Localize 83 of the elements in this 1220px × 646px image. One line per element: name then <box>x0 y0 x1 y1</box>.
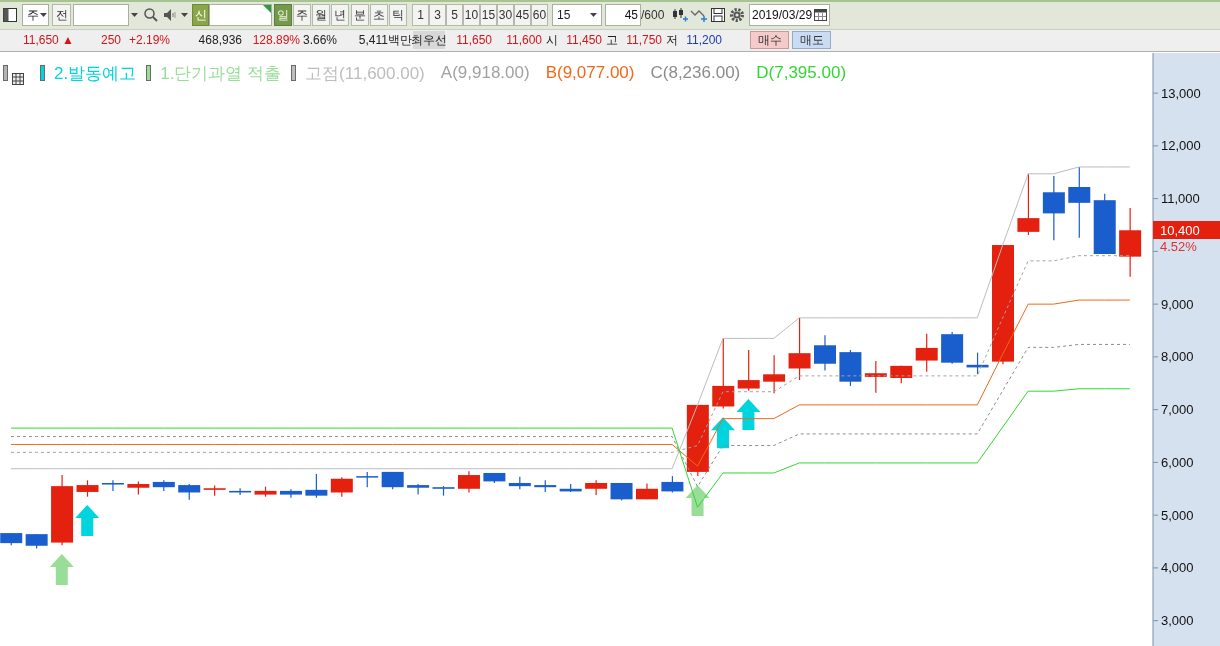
point <box>736 398 761 430</box>
text: 15 <box>481 8 496 22</box>
y-tick-label: 13,000 <box>1161 85 1201 101</box>
line-series <box>10 299 1131 467</box>
text: 10,400 <box>1160 222 1200 238</box>
text: +2.19% <box>128 33 170 47</box>
text: 10 <box>464 8 479 22</box>
text: 일 <box>277 6 289 24</box>
text: A(9,918.00) <box>440 63 530 83</box>
candlestick <box>737 349 760 392</box>
text: 고 <box>605 31 618 49</box>
text: 초 <box>373 6 385 24</box>
text: 월 <box>315 6 327 24</box>
point <box>75 504 100 536</box>
y-tick-label: 7,000 <box>1161 402 1194 418</box>
point <box>49 554 74 585</box>
candlestick <box>101 479 124 492</box>
y-tick-label: 12,000 <box>1161 138 1201 154</box>
text: /600 <box>641 8 665 22</box>
text: 주 <box>296 6 308 24</box>
text: 분 <box>354 6 366 24</box>
text: 5,411백만 <box>358 31 412 49</box>
text: 1 <box>417 8 424 22</box>
text: 15 <box>557 8 571 22</box>
text: 신 <box>194 6 207 24</box>
y-tick-label: 3,000 <box>1161 613 1194 629</box>
y-tick-label: 4,000 <box>1161 560 1194 576</box>
text: 11,600 <box>506 33 542 47</box>
y-tick-label: 8,000 <box>1161 349 1194 365</box>
text: 468,936 <box>198 33 242 47</box>
line-series <box>10 388 1131 508</box>
candlestick <box>330 476 353 498</box>
text: 전 <box>55 6 68 24</box>
candlestick <box>712 337 735 410</box>
text: 11,750 <box>626 33 662 47</box>
text: 3 <box>434 8 441 22</box>
candlestick <box>407 483 430 496</box>
candlestick <box>1017 173 1040 236</box>
text: B(9,077.00) <box>545 63 635 83</box>
point <box>710 417 735 449</box>
candlestick <box>1068 166 1091 239</box>
text: 11,650 <box>456 33 492 47</box>
text: 45 <box>515 8 530 22</box>
text: 250 <box>100 33 121 47</box>
y-tick-label: 11,000 <box>1161 191 1200 207</box>
text: 틱 <box>392 6 404 24</box>
text: 60 <box>532 8 547 22</box>
text: 128.89% <box>252 33 300 47</box>
text: 주 <box>27 6 39 24</box>
line-series <box>10 166 1131 470</box>
candlestick <box>763 354 786 394</box>
legend-label: 고점(11,600.00) <box>305 62 425 85</box>
candlestick <box>585 479 608 496</box>
text: 최우선 <box>411 31 447 49</box>
text: 4.52% <box>1160 239 1197 255</box>
candlestick <box>457 470 480 494</box>
text: 매도 <box>799 31 824 49</box>
y-tick-label: 9,000 <box>1161 296 1194 312</box>
line-series <box>10 343 1131 488</box>
text: 매수 <box>757 31 782 49</box>
text: 3.66% <box>302 33 337 47</box>
text: D(7,395.00) <box>756 63 847 83</box>
candlestick <box>813 334 836 372</box>
text: 년 <box>334 6 346 24</box>
candlestick <box>279 488 302 499</box>
text: 11,450 <box>566 33 602 47</box>
candlestick <box>788 317 811 381</box>
text: C(8,236.00) <box>650 63 741 83</box>
text: 11,650 ▲ <box>22 33 74 47</box>
legend-label: 1.단기과열 적출 <box>160 62 282 85</box>
text: 2019/03/29 <box>752 8 813 22</box>
text: 5 <box>451 8 458 22</box>
text: 11,200 <box>686 33 722 47</box>
text: 저 <box>665 31 678 49</box>
candlestick <box>1042 175 1065 241</box>
y-tick-label: 5,000 <box>1161 507 1194 523</box>
y-tick-label: 6,000 <box>1161 454 1194 470</box>
text: 30 <box>498 8 513 22</box>
text: 45 <box>624 8 638 22</box>
candlestick <box>915 333 938 373</box>
candlestick <box>305 473 328 499</box>
text: 시 <box>545 31 558 49</box>
legend-label: 2.발동예고 <box>54 62 137 85</box>
